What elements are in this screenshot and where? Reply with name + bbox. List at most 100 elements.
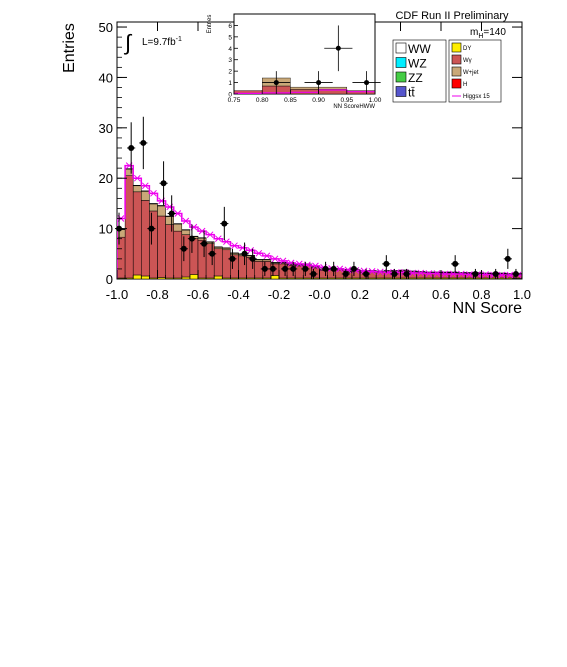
bar-ww xyxy=(448,271,458,273)
bar-w- xyxy=(367,271,377,279)
x-axis-title: NN Score xyxy=(453,300,522,317)
x-tick-label: -1.0 xyxy=(106,287,128,302)
inset-y-axis-title: Entries xyxy=(207,15,213,34)
bar-w-jet xyxy=(181,229,191,235)
data-point xyxy=(180,245,187,252)
bar-ww xyxy=(222,247,231,249)
y-tick-label: 20 xyxy=(99,171,113,186)
bar-ww xyxy=(465,272,474,274)
x-tick-label: -0.4 xyxy=(227,287,249,302)
data-point xyxy=(249,255,256,262)
legend-swatch xyxy=(395,57,407,68)
legend-swatch xyxy=(451,66,462,77)
data-point xyxy=(209,250,216,257)
data-point xyxy=(504,255,511,262)
inset-data-point xyxy=(316,80,322,86)
bar-ww xyxy=(497,272,507,274)
inset-axes: 0.75 0.80 0.85 0.90 0.95 1.00 0 1 2 3 4 5 6 xyxy=(228,23,382,104)
inset-x-tick-label: 0.80 xyxy=(256,97,269,104)
mass-label: mH=140 xyxy=(470,27,506,40)
legend-swatch xyxy=(451,42,462,53)
higgs-x15-marker xyxy=(457,270,465,278)
higgs-x15-marker xyxy=(214,235,222,243)
data-point xyxy=(261,265,268,272)
inset-y-tick-label: 4 xyxy=(228,46,232,53)
higgs-x15-marker xyxy=(206,231,214,239)
legend-label: Higgsx 15 xyxy=(463,94,490,100)
bar-w- xyxy=(254,261,264,279)
data-point xyxy=(201,240,208,247)
higgs-x15-marker xyxy=(376,268,384,276)
bar-ww xyxy=(270,262,280,264)
data-point xyxy=(512,270,519,277)
bar-ww xyxy=(141,190,150,192)
bar-ww xyxy=(230,252,239,254)
bar-ww xyxy=(181,229,191,231)
bar-ww xyxy=(416,271,426,273)
data-point xyxy=(363,270,370,277)
bar-ww xyxy=(157,205,166,207)
data-point xyxy=(229,255,236,262)
bar-w- xyxy=(141,200,150,277)
main-axes: -1.0 -0.8 -0.6 -0.4 -0.2 -0.0 0.2 0.4 0.6 0.8 1.00… xyxy=(99,20,532,302)
bar-w-jet xyxy=(173,223,183,232)
y-tick-label: 40 xyxy=(99,70,113,85)
y-tick-label: 50 xyxy=(99,20,113,35)
bar-w- xyxy=(205,243,215,279)
higgs-x15-marker xyxy=(141,182,149,190)
bar-ww xyxy=(456,272,466,274)
lumi-label: L=9.7fb-1 xyxy=(142,36,182,48)
x-tick-label: 1.0 xyxy=(513,287,531,302)
x-tick-label: 0.4 xyxy=(391,287,409,302)
data-points xyxy=(114,116,520,279)
inset-y-tick-label: 6 xyxy=(228,23,232,30)
higgs-x15-marker xyxy=(150,189,157,197)
higgs-x15-marker xyxy=(498,271,506,279)
data-point xyxy=(383,260,390,267)
legend-swatch xyxy=(395,71,407,83)
higgs-x15-marker xyxy=(271,255,279,263)
bar-w- xyxy=(213,248,223,277)
bar-ww xyxy=(262,259,272,261)
legend-label: WW xyxy=(408,42,431,56)
inset-x-tick-label: 0.95 xyxy=(340,97,353,104)
bar-w- xyxy=(375,272,385,279)
integral-sign: ∫ xyxy=(123,30,133,55)
inset-data-point xyxy=(335,45,341,51)
legend-label: DY xyxy=(463,46,471,52)
bar-w- xyxy=(149,210,158,279)
higgs-x15-marker xyxy=(417,269,425,277)
higgs-x15-marker xyxy=(174,210,182,217)
header-text: CDF Run II Preliminary xyxy=(395,10,509,22)
data-point xyxy=(241,250,248,257)
inset-y-tick-label: 5 xyxy=(228,34,232,41)
bar-w-jet xyxy=(165,216,174,225)
inset-bar-wjet xyxy=(318,86,348,90)
x-tick-label: 0.2 xyxy=(351,287,369,302)
bar-ww xyxy=(173,223,183,225)
x-tick-label: -0.8 xyxy=(146,287,168,302)
bar-ww xyxy=(132,185,142,187)
higgs-x15-marker xyxy=(255,249,263,257)
bar-ww xyxy=(213,246,223,248)
data-point xyxy=(391,270,398,277)
higgs-x15-marker xyxy=(441,270,449,278)
data-point xyxy=(403,270,410,277)
inset-y-tick-label: 1 xyxy=(228,80,232,87)
x-tick-label: 0.6 xyxy=(432,287,450,302)
data-point xyxy=(350,265,357,272)
bar-w- xyxy=(294,265,304,279)
inset-y-tick-label: 3 xyxy=(228,57,232,64)
x-tick-label: 0.8 xyxy=(472,287,490,302)
higgs-x15-marker xyxy=(466,271,473,278)
inset-x-tick-label: 0.85 xyxy=(284,97,297,104)
legend-label: H xyxy=(463,82,467,88)
higgs-x15-marker xyxy=(506,271,514,279)
higgs-x15-marker xyxy=(295,260,303,268)
inset-x-tick-label: 0.75 xyxy=(228,97,241,104)
legend-swatch xyxy=(395,42,407,54)
higgs-x15-marker xyxy=(336,265,344,273)
higgs-x15-marker xyxy=(133,174,141,182)
